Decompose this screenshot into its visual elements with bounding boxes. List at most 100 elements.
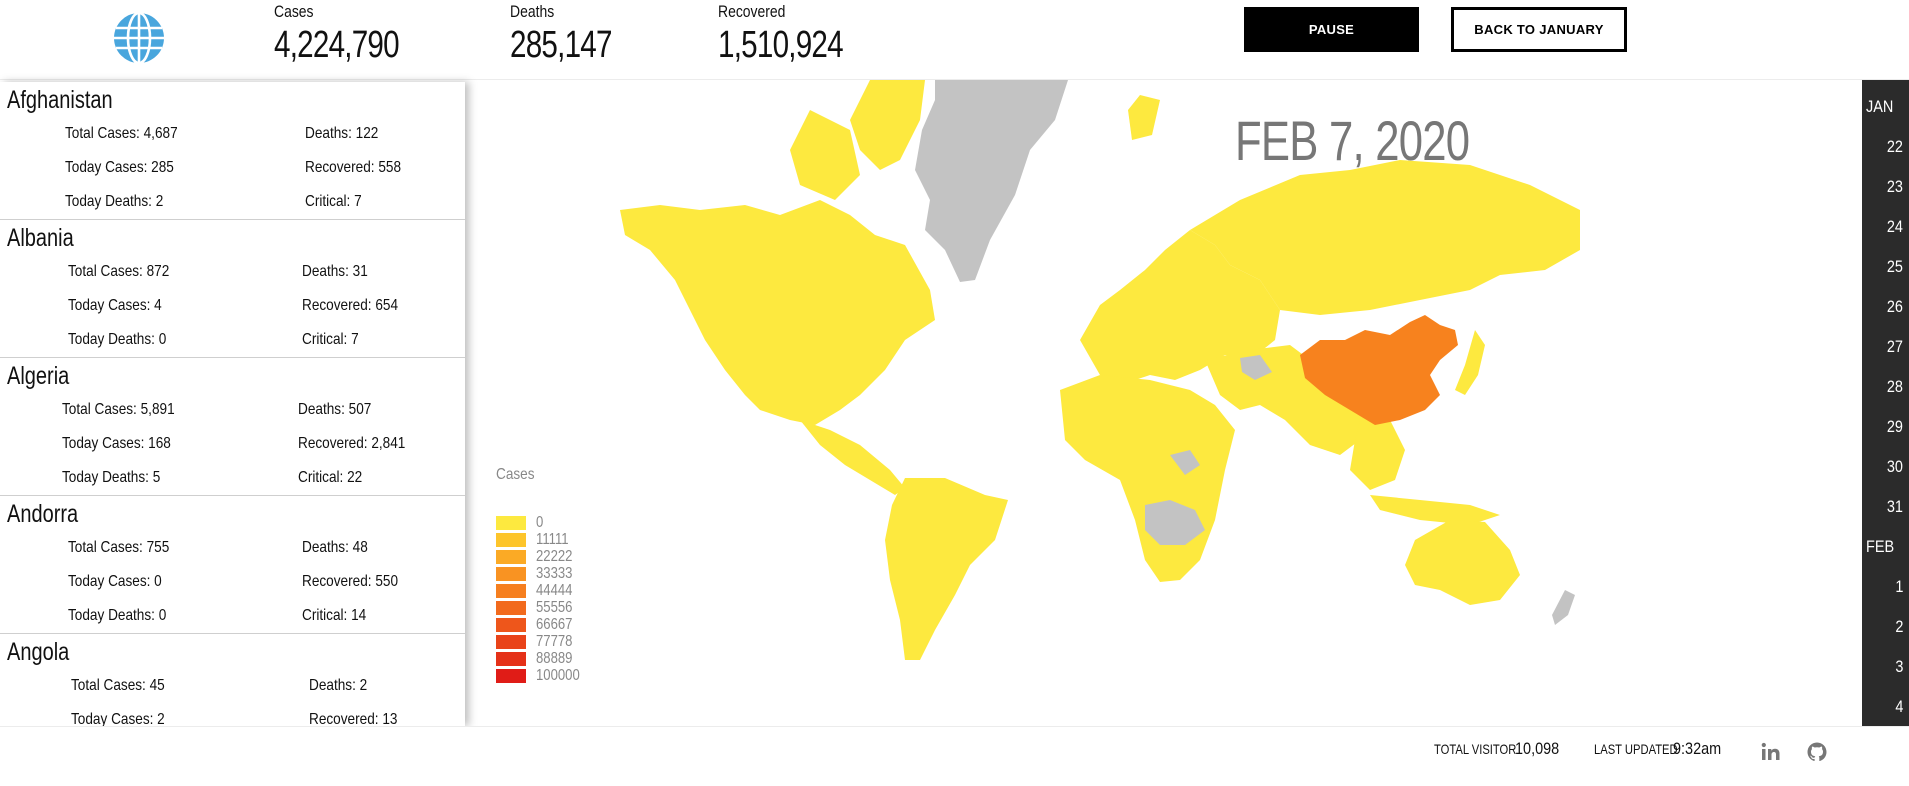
map-region-canada-islands[interactable] — [850, 80, 925, 170]
timeline-day[interactable]: 1 — [1894, 577, 1903, 596]
timeline-day[interactable]: 24 — [1886, 217, 1903, 236]
recovered: Recovered: 558 — [305, 159, 402, 176]
stat-value: 1,510,924 — [718, 24, 844, 66]
today-deaths: Today Deaths: 2 — [65, 193, 164, 210]
legend-item: 22222 — [496, 548, 589, 565]
date-timeline[interactable]: JAN 22 23 24 25 26 27 28 29 30 31 FEB 1 … — [1862, 80, 1909, 726]
legend-item: 0 — [496, 514, 589, 531]
total-visitor-value: 10,098 — [1515, 739, 1560, 758]
legend-swatch — [496, 532, 526, 547]
timeline-day[interactable]: 25 — [1886, 257, 1903, 276]
timeline-day[interactable]: 28 — [1886, 377, 1903, 396]
header: Cases 4,224,790 Deaths 285,147 Recovered… — [0, 0, 1909, 80]
map-region-china[interactable] — [1300, 315, 1458, 425]
timeline-month: FEB — [1866, 537, 1895, 556]
legend-swatch — [496, 583, 526, 598]
country-card[interactable]: Angola Total Cases: 45 Deaths: 2 Today C… — [0, 634, 465, 726]
country-card[interactable]: Algeria Total Cases: 5,891 Deaths: 507 T… — [0, 358, 465, 496]
critical: Critical: 7 — [302, 331, 359, 348]
world-map[interactable] — [470, 80, 1862, 726]
today-cases: Today Cases: 2 — [71, 711, 165, 726]
stat-label: Recovered — [718, 2, 786, 21]
legend-item: 66667 — [496, 616, 589, 633]
map-legend: 0 11111 22222 33333 44444 55556 66667 77… — [496, 514, 589, 684]
timeline-day[interactable]: 23 — [1886, 177, 1903, 196]
country-card[interactable]: Andorra Total Cases: 755 Deaths: 48 Toda… — [0, 496, 465, 634]
country-list[interactable]: Afghanistan Total Cases: 4,687 Deaths: 1… — [0, 82, 465, 726]
stat-label: Cases — [274, 2, 314, 21]
timeline-day[interactable]: 26 — [1886, 297, 1903, 316]
legend-item: 77778 — [496, 633, 589, 650]
timeline-day[interactable]: 3 — [1894, 657, 1903, 676]
map-region-europe[interactable] — [1080, 230, 1280, 385]
map-region-central-africa[interactable] — [1145, 500, 1205, 545]
legend-label: 88889 — [536, 649, 573, 667]
map-region-baffin[interactable] — [790, 110, 860, 200]
country-name: Angola — [7, 638, 70, 666]
legend-item: 44444 — [496, 582, 589, 599]
deaths: Deaths: 48 — [302, 539, 368, 556]
critical: Critical: 22 — [298, 469, 363, 486]
total-visitor: TOTAL VISITOR — [1434, 741, 1537, 759]
country-name: Algeria — [7, 362, 70, 390]
map-region-africa[interactable] — [1060, 375, 1235, 582]
pause-button[interactable]: PAUSE — [1244, 7, 1419, 52]
map-region-indonesia[interactable] — [1370, 495, 1500, 525]
country-card[interactable]: Afghanistan Total Cases: 4,687 Deaths: 1… — [0, 82, 465, 220]
country-name: Afghanistan — [7, 86, 113, 114]
timeline-day[interactable]: 2 — [1894, 617, 1903, 636]
today-deaths: Today Deaths: 0 — [68, 607, 167, 624]
legend-label: 66667 — [536, 615, 573, 633]
stat-value: 4,224,790 — [274, 24, 400, 66]
legend-swatch — [496, 600, 526, 615]
last-updated: LAST UPDATED — [1594, 741, 1699, 759]
legend-label: 44444 — [536, 581, 573, 599]
timeline-day[interactable]: 30 — [1886, 457, 1903, 476]
total-visitor-value-wrap: 10,098 — [1515, 739, 1567, 759]
timeline-day[interactable]: 22 — [1886, 137, 1903, 156]
stat-label: Deaths — [510, 2, 555, 21]
timeline-month: JAN — [1866, 97, 1894, 116]
back-to-january-button[interactable]: BACK TO JANUARY — [1451, 7, 1627, 52]
legend-item: 55556 — [496, 599, 589, 616]
last-updated-value: 9:32am — [1673, 739, 1722, 758]
timeline-day[interactable]: 4 — [1894, 697, 1903, 716]
map-region-australia[interactable] — [1405, 520, 1520, 605]
map-region-south-america[interactable] — [885, 478, 1008, 660]
map-date-title: FEB 7, 2020 — [1235, 109, 1470, 172]
timeline-day[interactable]: 27 — [1886, 337, 1903, 356]
timeline-day[interactable]: 31 — [1886, 497, 1903, 516]
map-region-central-america[interactable] — [800, 420, 905, 495]
map-region-southeast-asia[interactable] — [1350, 420, 1405, 490]
last-updated-value-wrap: 9:32am — [1673, 739, 1730, 759]
total-visitor-label: TOTAL VISITOR — [1434, 741, 1517, 757]
map-region-russia[interactable] — [1190, 160, 1580, 315]
github-icon[interactable] — [1806, 741, 1828, 763]
recovered: Recovered: 654 — [302, 297, 399, 314]
timeline-day[interactable]: 29 — [1886, 417, 1903, 436]
map-region-japan[interactable] — [1455, 330, 1485, 395]
deaths: Deaths: 31 — [302, 263, 368, 280]
map-region-arctic-island[interactable] — [1128, 95, 1160, 140]
map-region-sahara[interactable] — [1170, 450, 1200, 475]
legend-item: 11111 — [496, 531, 589, 548]
legend-item: 33333 — [496, 565, 589, 582]
linkedin-icon[interactable] — [1760, 741, 1782, 763]
legend-label: 33333 — [536, 564, 573, 582]
map-region-central-asia[interactable] — [1240, 355, 1272, 380]
total-cases: Total Cases: 5,891 — [62, 401, 175, 418]
legend-item: 88889 — [496, 650, 589, 667]
legend-swatch — [496, 549, 526, 564]
stat-deaths: Deaths 285,147 — [510, 2, 640, 67]
legend-swatch — [496, 651, 526, 666]
legend-swatch — [496, 668, 526, 683]
total-cases: Total Cases: 872 — [68, 263, 170, 280]
country-name: Andorra — [7, 500, 79, 528]
map-region-north-america[interactable] — [620, 200, 935, 425]
legend-label: 0 — [536, 513, 544, 531]
map-region-greenland[interactable] — [915, 80, 1068, 282]
country-card[interactable]: Albania Total Cases: 872 Deaths: 31 Toda… — [0, 220, 465, 358]
map-region-new-zealand[interactable] — [1552, 590, 1575, 625]
stat-value: 285,147 — [510, 24, 612, 66]
critical: Critical: 7 — [305, 193, 362, 210]
